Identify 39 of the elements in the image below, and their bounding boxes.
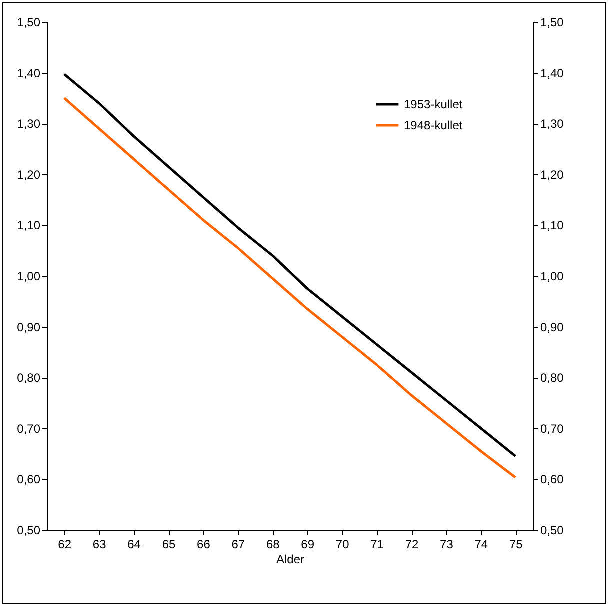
y-tick-label: 0,50 [17, 524, 41, 538]
legend-label: 1948-kullet [404, 118, 464, 132]
y2-tick-label: 1,50 [540, 16, 564, 30]
x-tick-label: 62 [58, 538, 72, 552]
x-tick-label: 65 [162, 538, 176, 552]
y2-tick-label: 0,80 [540, 371, 564, 386]
y2-tick-label: 0,70 [540, 422, 564, 436]
x-tick-label: 75 [509, 538, 524, 552]
x-tick-label: 73 [440, 538, 454, 552]
x-tick-label: 71 [370, 538, 384, 552]
y-tick-label: 1,20 [17, 168, 41, 182]
y-tick-label: 0,80 [17, 371, 41, 386]
y2-tick-label: 0,50 [540, 524, 564, 538]
y2-tick-label: 1,00 [540, 270, 564, 284]
x-tick-label: 70 [336, 538, 350, 552]
x-tick-label: 67 [232, 538, 246, 552]
y-tick-label: 0,60 [17, 472, 41, 487]
y2-tick-label: 0,60 [540, 472, 564, 487]
y2-tick-label: 1,30 [540, 117, 564, 132]
y2-tick-label: 1,10 [540, 218, 564, 233]
x-tick-label: 72 [405, 538, 419, 552]
x-tick-label: 64 [128, 538, 142, 552]
x-axis-title: Alder [276, 552, 305, 566]
y-tick-label: 1,10 [17, 218, 41, 233]
x-tick-label: 69 [301, 538, 315, 552]
y-tick-label: 1,00 [17, 270, 41, 284]
y-tick-label: 0,90 [17, 320, 41, 334]
y-tick-label: 1,30 [17, 117, 41, 132]
legend-label: 1953-kullet [404, 98, 464, 112]
y2-tick-label: 1,40 [540, 66, 564, 80]
x-tick-label: 68 [266, 538, 280, 552]
y2-tick-label: 0,90 [540, 320, 564, 334]
y-tick-label: 1,50 [17, 16, 41, 30]
y-tick-label: 0,70 [17, 422, 41, 436]
x-tick-label: 74 [474, 538, 488, 552]
x-tick-label: 66 [197, 538, 211, 552]
x-tick-label: 63 [92, 538, 107, 552]
y2-tick-label: 1,20 [540, 168, 564, 182]
y-tick-label: 1,40 [17, 66, 41, 80]
